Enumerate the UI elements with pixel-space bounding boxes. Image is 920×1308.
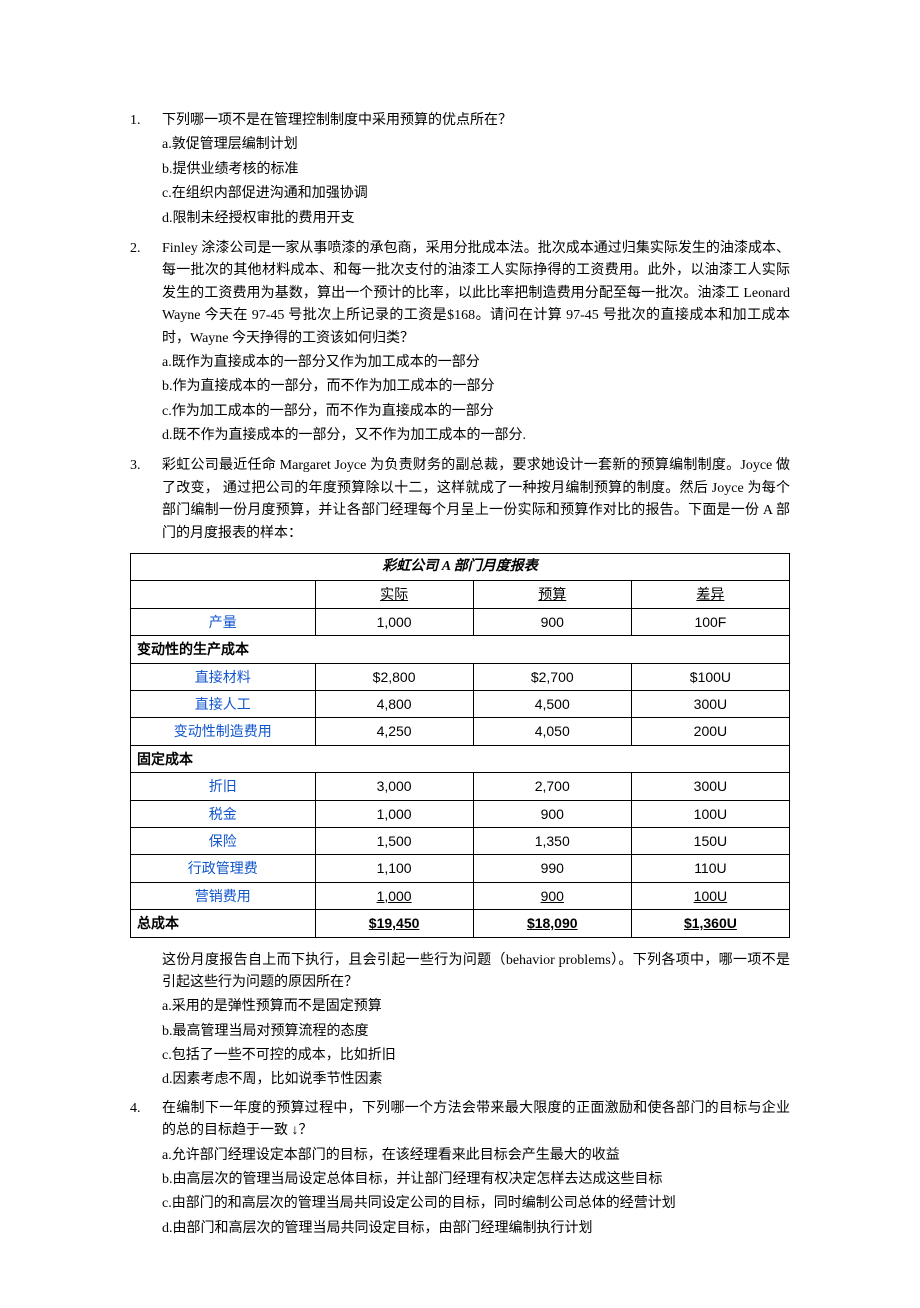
s1r1-var: 300U <box>631 690 789 717</box>
q4-option-a: a.允许部门经理设定本部门的目标，在该经理看来此目标会产生最大的收益 <box>162 1145 790 1167</box>
s2-row-0: 折旧 3,000 2,700 300U <box>131 773 790 800</box>
s2r3-actual: 1,100 <box>315 855 473 882</box>
q3a-option-d: d.因素考虑不周，比如说季节性因素 <box>162 1069 790 1091</box>
output-label: 产量 <box>131 608 316 635</box>
s1r2-budget: 4,050 <box>473 718 631 745</box>
question-2: 2. Finley 涂漆公司是一家从事喷漆的承包商，采用分批成本法。批次成本通过… <box>130 238 790 448</box>
s1r1-label: 直接人工 <box>131 690 316 717</box>
q3a-option-c: c.包括了一些不可控的成本，比如折旧 <box>162 1045 790 1067</box>
q1-body: 下列哪一项不是在管理控制制度中采用预算的优点所在？ a.敦促管理层编制计划 b.… <box>162 110 790 230</box>
s1-row-0: 直接材料 $2,800 $2,700 $100U <box>131 663 790 690</box>
q4-number: 4. <box>130 1098 162 1240</box>
q2-body: Finley 涂漆公司是一家从事喷漆的承包商，采用分批成本法。批次成本通过归集实… <box>162 238 790 448</box>
s2r0-budget: 2,700 <box>473 773 631 800</box>
th-blank <box>131 581 316 608</box>
section1-header: 变动性的生产成本 <box>131 636 790 663</box>
s2r2-var: 150U <box>631 827 789 854</box>
s1r0-var: $100U <box>631 663 789 690</box>
section1-label: 变动性的生产成本 <box>131 636 790 663</box>
question-1: 1. 下列哪一项不是在管理控制制度中采用预算的优点所在？ a.敦促管理层编制计划… <box>130 110 790 230</box>
q3-text: 彩虹公司最近任命 Margaret Joyce 为负责财务的副总裁，要求她设计一… <box>162 455 790 545</box>
s2r4-label: 营销费用 <box>131 882 316 909</box>
output-row: 产量 1,000 900 100F <box>131 608 790 635</box>
th-actual: 实际 <box>315 581 473 608</box>
q2-option-c: c.作为加工成本的一部分，而不作为直接成本的一部分 <box>162 401 790 423</box>
question-3: 3. 彩虹公司最近任命 Margaret Joyce 为负责财务的副总裁，要求她… <box>130 455 790 545</box>
s2r3-var: 110U <box>631 855 789 882</box>
s2-row-4: 营销费用 1,000 900 100U <box>131 882 790 909</box>
s2r4-budget: 900 <box>473 882 631 909</box>
q3a-option-b: b.最高管理当局对预算流程的态度 <box>162 1021 790 1043</box>
s1r0-actual: $2,800 <box>315 663 473 690</box>
s2r1-label: 税金 <box>131 800 316 827</box>
s2r2-label: 保险 <box>131 827 316 854</box>
q4-text: 在编制下一年度的预算过程中，下列哪一个方法会带来最大限度的正面激励和使各部门的目… <box>162 1098 790 1143</box>
q1-option-c: c.在组织内部促进沟通和加强协调 <box>162 183 790 205</box>
s1r2-label: 变动性制造费用 <box>131 718 316 745</box>
s2r0-label: 折旧 <box>131 773 316 800</box>
section2-label: 固定成本 <box>131 745 790 772</box>
s1r2-actual: 4,250 <box>315 718 473 745</box>
section2-header: 固定成本 <box>131 745 790 772</box>
s2r4-actual: 1,000 <box>315 882 473 909</box>
q4-option-c: c.由部门的和高层次的管理当局共同设定公司的目标，同时编制公司总体的经营计划 <box>162 1193 790 1215</box>
q4-option-d: d.由部门和高层次的管理当局共同设定目标，由部门经理编制执行计划 <box>162 1218 790 1240</box>
q1-option-d: d.限制未经授权审批的费用开支 <box>162 208 790 230</box>
s2r2-budget: 1,350 <box>473 827 631 854</box>
q2-number: 2. <box>130 238 162 448</box>
q1-option-b: b.提供业绩考核的标准 <box>162 159 790 181</box>
q1-number: 1. <box>130 110 162 230</box>
q3-body: 彩虹公司最近任命 Margaret Joyce 为负责财务的副总裁，要求她设计一… <box>162 455 790 545</box>
s2-row-1: 税金 1,000 900 100U <box>131 800 790 827</box>
q3-number: 3. <box>130 455 162 545</box>
s2r2-actual: 1,500 <box>315 827 473 854</box>
q1-option-a: a.敦促管理层编制计划 <box>162 134 790 156</box>
s1-row-1: 直接人工 4,800 4,500 300U <box>131 690 790 717</box>
s2-row-3: 行政管理费 1,100 990 110U <box>131 855 790 882</box>
s2r0-var: 300U <box>631 773 789 800</box>
th-variance: 差异 <box>631 581 789 608</box>
s2r1-actual: 1,000 <box>315 800 473 827</box>
total-row: 总成本 $19,450 $18,090 $1,360U <box>131 910 790 937</box>
total-budget: $18,090 <box>473 910 631 937</box>
q4-body: 在编制下一年度的预算过程中，下列哪一个方法会带来最大限度的正面激励和使各部门的目… <box>162 1098 790 1240</box>
table-title-row: 彩虹公司 A 部门月度报表 <box>131 554 790 581</box>
output-budget: 900 <box>473 608 631 635</box>
s2r1-var: 100U <box>631 800 789 827</box>
monthly-report-table: 彩虹公司 A 部门月度报表 实际 预算 差异 产量 1,000 900 100F… <box>130 553 790 937</box>
q2-option-d: d.既不作为直接成本的一部分，又不作为加工成本的一部分. <box>162 425 790 447</box>
q2-option-a: a.既作为直接成本的一部分又作为加工成本的一部分 <box>162 352 790 374</box>
question-4: 4. 在编制下一年度的预算过程中，下列哪一个方法会带来最大限度的正面激励和使各部… <box>130 1098 790 1240</box>
q3a-option-a: a.采用的是弹性预算而不是固定预算 <box>162 996 790 1018</box>
total-label: 总成本 <box>131 910 316 937</box>
q2-option-b: b.作为直接成本的一部分，而不作为加工成本的一部分 <box>162 376 790 398</box>
s2-row-2: 保险 1,500 1,350 150U <box>131 827 790 854</box>
th-budget: 预算 <box>473 581 631 608</box>
s1r1-actual: 4,800 <box>315 690 473 717</box>
q4-option-b: b.由高层次的管理当局设定总体目标，并让部门经理有权决定怎样去达成这些目标 <box>162 1169 790 1191</box>
s1r2-var: 200U <box>631 718 789 745</box>
s1r1-budget: 4,500 <box>473 690 631 717</box>
q3-after-text: 这份月度报告自上而下执行，且会引起一些行为问题（behavior problem… <box>162 950 790 995</box>
q1-text: 下列哪一项不是在管理控制制度中采用预算的优点所在？ <box>162 110 790 132</box>
s2r3-budget: 990 <box>473 855 631 882</box>
s2r4-var: 100U <box>631 882 789 909</box>
s1r0-budget: $2,700 <box>473 663 631 690</box>
s2r3-label: 行政管理费 <box>131 855 316 882</box>
s2r0-actual: 3,000 <box>315 773 473 800</box>
total-actual: $19,450 <box>315 910 473 937</box>
output-variance: 100F <box>631 608 789 635</box>
output-actual: 1,000 <box>315 608 473 635</box>
table-title: 彩虹公司 A 部门月度报表 <box>131 554 790 581</box>
q2-text: Finley 涂漆公司是一家从事喷漆的承包商，采用分批成本法。批次成本通过归集实… <box>162 238 790 350</box>
s1-row-2: 变动性制造费用 4,250 4,050 200U <box>131 718 790 745</box>
s1r0-label: 直接材料 <box>131 663 316 690</box>
total-var: $1,360U <box>631 910 789 937</box>
s2r1-budget: 900 <box>473 800 631 827</box>
q3-after: 这份月度报告自上而下执行，且会引起一些行为问题（behavior problem… <box>162 950 790 1092</box>
table-header-row: 实际 预算 差异 <box>131 581 790 608</box>
